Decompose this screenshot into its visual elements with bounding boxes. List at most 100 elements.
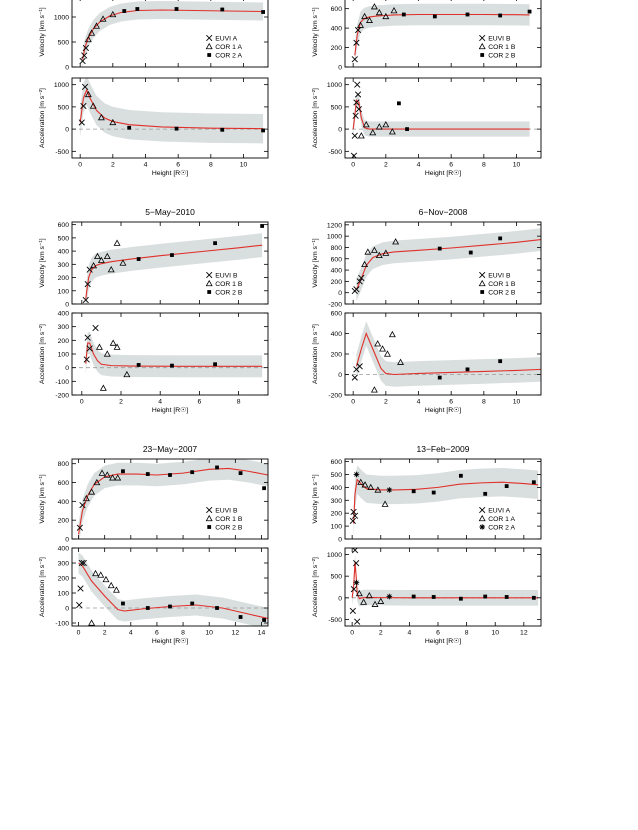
legend-marker	[207, 525, 212, 529]
data-point	[411, 594, 416, 599]
y-tick-label: 300	[58, 324, 70, 331]
legend-marker	[478, 279, 486, 287]
y-axis-label: Acceleration [m s⁻²]	[312, 324, 319, 384]
x-tick-label: 12	[520, 630, 528, 637]
panel-frame	[344, 77, 542, 159]
data-point	[107, 265, 115, 273]
data-point	[261, 10, 265, 14]
legend-label: EUVI A	[488, 508, 510, 515]
data-point	[351, 374, 358, 381]
data-point	[83, 356, 90, 363]
y-tick-label: 400	[58, 311, 70, 318]
panel-plot-area	[345, 81, 541, 158]
data-point	[99, 15, 107, 22]
y-tick-label: 200	[58, 275, 70, 282]
y-tick-label: -200	[328, 393, 342, 400]
chart-title: 13−Feb−2009	[417, 444, 470, 454]
data-point	[213, 241, 217, 246]
panel-frame	[344, 221, 542, 305]
y-tick-label: 300	[331, 498, 343, 505]
data-point	[370, 386, 378, 393]
legend-marker	[480, 290, 485, 294]
legend-marker	[206, 271, 213, 279]
data-point	[107, 581, 115, 589]
data-point	[357, 478, 365, 485]
x-tick-label: 8	[209, 162, 213, 169]
velocity-panel-2: 0 100 200 300 400 500 600 Velocity [km s⁻¹] EUVI…	[39, 221, 269, 309]
legend-label: COR 2 B	[215, 290, 243, 297]
data-point	[109, 339, 117, 346]
x-tick-label: 8	[181, 630, 185, 637]
data-point	[358, 274, 365, 282]
x-tick-label: 4	[144, 162, 148, 169]
fit-uncertainty-band	[80, 78, 264, 144]
acceleration-panel-4: -100 0 100 200 300 400 0 2 4 6 8 10 12 14 Height [R☉] A…	[39, 546, 269, 645]
data-point	[260, 224, 265, 228]
acceleration-panel-5: -500 0 500 1000 0 2 4 6 8 10 12 Height [R☉] Accelera…	[312, 547, 542, 645]
y-tick-label: 200	[331, 511, 343, 518]
data-point	[170, 363, 174, 368]
y-tick-label: 0	[65, 302, 69, 309]
data-point	[355, 589, 363, 597]
fit-uncertainty-band	[82, 1, 264, 67]
y-tick-label: 400	[331, 331, 343, 338]
y-tick-label: 200	[58, 576, 70, 583]
y-tick-label: 200	[331, 45, 343, 52]
data-point	[382, 12, 390, 20]
data-point	[357, 21, 364, 28]
data-point	[401, 12, 406, 17]
y-tick-label: 0	[338, 127, 342, 134]
data-point	[355, 105, 363, 113]
data-point	[527, 9, 532, 14]
data-point	[93, 22, 100, 29]
data-point	[351, 132, 358, 139]
legend-marker	[205, 514, 213, 522]
data-point	[354, 26, 362, 34]
data-point	[79, 57, 86, 65]
legend-marker	[206, 506, 213, 514]
legend-label: COR 2 A	[488, 525, 515, 532]
legend-marker	[480, 53, 485, 57]
data-point	[92, 324, 99, 332]
panel-frame	[344, 0, 542, 68]
data-point	[356, 278, 363, 285]
y-tick-label: 500	[331, 574, 343, 581]
y-tick-label: -500	[328, 149, 342, 156]
legend-label: COR 1 B	[215, 281, 243, 288]
y-axis-label: Velocity [km s⁻¹]	[39, 474, 46, 523]
data-point	[94, 252, 101, 260]
y-tick-label: 300	[58, 561, 70, 568]
data-point	[82, 494, 90, 502]
data-point	[174, 126, 179, 131]
legend-label: COR 1 B	[488, 281, 516, 288]
data-point	[80, 559, 87, 567]
fit-curve	[354, 13, 530, 56]
data-point	[88, 488, 96, 495]
x-axis-label: Height [R☉]	[152, 169, 188, 177]
y-tick-label: 0	[65, 65, 69, 72]
acceleration-panel-2: -200 -100 0 100 200 300 400 0 2 4 6 8 Height [R☉] Acc…	[39, 311, 269, 414]
data-point	[531, 480, 536, 485]
y-tick-label: 500	[58, 235, 70, 242]
data-point	[168, 473, 172, 477]
data-point	[349, 517, 356, 525]
data-point	[220, 7, 225, 12]
data-point	[411, 489, 416, 494]
panel-frame	[71, 547, 269, 627]
data-point	[431, 595, 436, 599]
x-tick-label: 12	[232, 630, 240, 637]
data-point	[374, 486, 382, 493]
y-tick-label: -200	[328, 302, 342, 309]
data-point	[353, 99, 360, 106]
data-point	[103, 252, 111, 260]
data-point	[386, 593, 393, 600]
y-tick-label: 0	[338, 537, 342, 544]
x-tick-label: 0	[77, 630, 81, 637]
x-tick-label: 4	[407, 630, 411, 637]
y-tick-label: 400	[58, 546, 70, 553]
acceleration-panel-3: -200 0 200 400 600 0 2 4 6 8 10 Height [R☉] Accelera…	[312, 311, 542, 414]
data-point	[113, 343, 121, 350]
y-tick-label: 1000	[327, 82, 342, 89]
